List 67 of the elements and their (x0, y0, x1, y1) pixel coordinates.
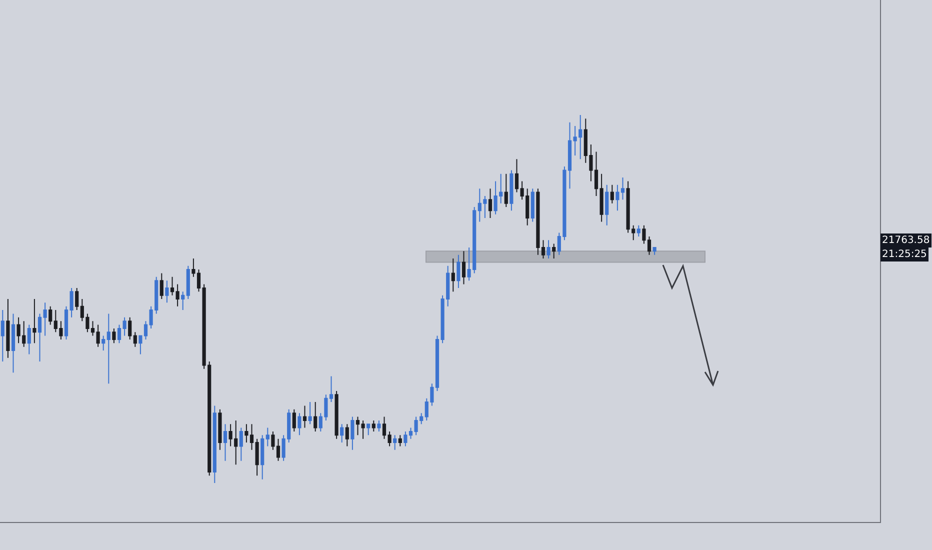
candlestick (6, 298, 10, 358)
candlestick (302, 405, 307, 428)
candlestick (102, 335, 106, 352)
candlestick (345, 424, 349, 447)
candlestick (334, 390, 338, 440)
candlestick (451, 258, 455, 292)
candlestick (260, 434, 264, 480)
candlestick (361, 420, 365, 440)
candlestick (96, 324, 100, 348)
text: 21763.58 (882, 235, 930, 246)
candlestick (11, 313, 16, 374)
candlestick (218, 408, 222, 450)
candlestick (510, 170, 514, 212)
candlestick (181, 291, 185, 311)
candlestick (64, 306, 68, 340)
candlestick (546, 240, 550, 260)
candlestick (356, 416, 360, 436)
candlestick (366, 424, 370, 436)
candlestick (652, 246, 656, 256)
candlestick (605, 184, 609, 226)
candlestick (340, 424, 344, 444)
candlestick (106, 313, 110, 384)
candlestick (314, 402, 318, 432)
candlestick (610, 184, 614, 204)
candlestick (27, 324, 31, 355)
text: 21:25:25 (882, 249, 927, 260)
candlestick (377, 420, 381, 432)
candlestick (388, 430, 392, 447)
candlestick (552, 243, 556, 260)
candlestick (398, 434, 402, 447)
candlestick (308, 402, 312, 425)
candlestick (266, 427, 270, 447)
candlestick (32, 298, 36, 344)
candlestick (530, 188, 534, 222)
candlestick (223, 424, 228, 462)
candlestick (170, 276, 174, 296)
candlestick (48, 306, 52, 326)
candlestick (292, 408, 296, 432)
candlestick (70, 287, 74, 318)
candlestick (488, 188, 492, 219)
candlestick (165, 280, 169, 304)
candlestick (239, 427, 243, 462)
candlestick (372, 420, 376, 432)
candlestick (75, 287, 79, 311)
candlestick (504, 173, 508, 208)
candlestick (160, 272, 164, 300)
candlestick (112, 328, 116, 344)
candlestick (382, 416, 386, 440)
candlestick (117, 324, 122, 344)
candlestick (38, 313, 42, 362)
candlestick (462, 250, 466, 285)
candlestick (212, 405, 216, 484)
candlestick (255, 438, 259, 476)
candlestick (128, 316, 132, 340)
candlestick (186, 265, 190, 300)
candlestick (122, 316, 126, 336)
candlestick (600, 173, 604, 222)
candlestick (514, 158, 519, 193)
candlestick (636, 224, 640, 237)
candlestick (43, 302, 47, 336)
candlestick (350, 416, 354, 450)
candlestick (133, 332, 137, 348)
candlestick (298, 412, 302, 436)
candlestick (456, 254, 460, 288)
candlestick (393, 434, 397, 450)
candlestick (0, 310, 4, 362)
candlestick (176, 284, 180, 307)
